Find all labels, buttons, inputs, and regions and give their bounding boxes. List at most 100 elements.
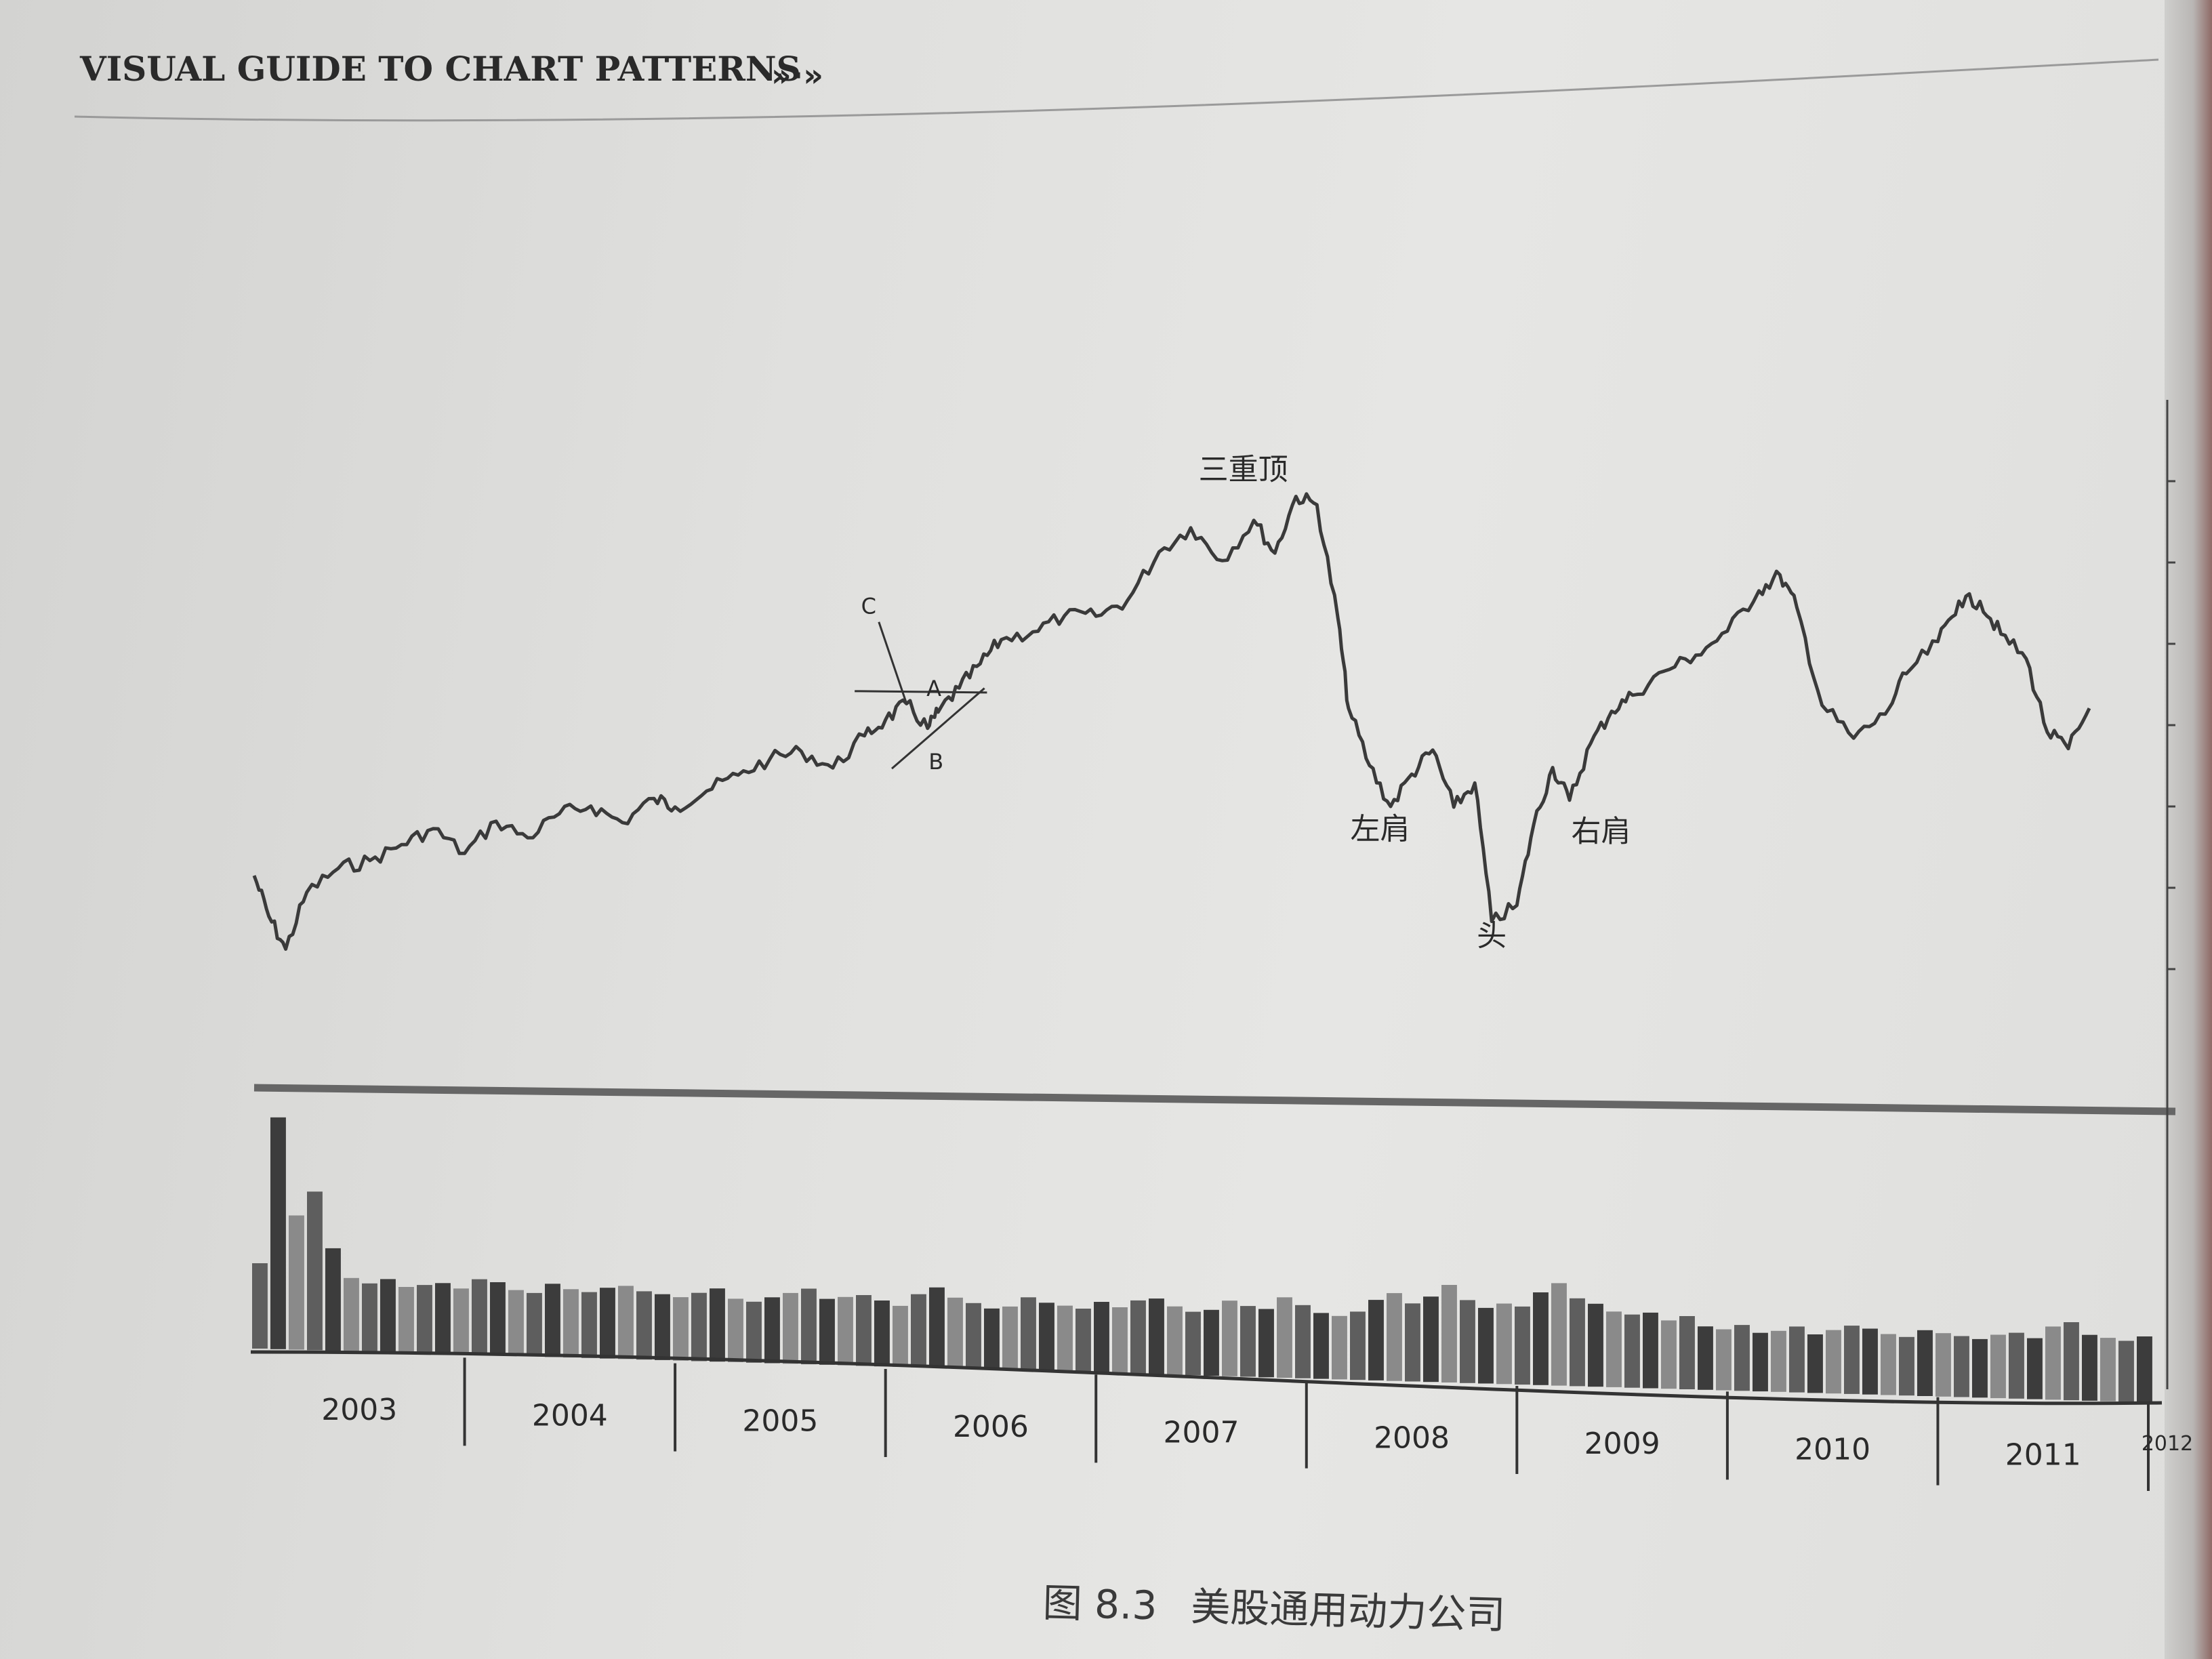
volume-bar <box>947 1297 963 1369</box>
volume-bar <box>1423 1296 1439 1382</box>
triangle-pattern-lines <box>855 621 987 770</box>
volume-bar <box>1441 1285 1457 1382</box>
volume-bar <box>856 1295 872 1366</box>
volume-bar <box>1972 1338 1988 1398</box>
volume-bar <box>417 1285 432 1353</box>
volume-bar <box>801 1288 817 1365</box>
x-tick-label-2007: 2007 <box>1164 1415 1240 1450</box>
volume-bar <box>581 1292 597 1358</box>
volume-bar <box>984 1308 1000 1370</box>
volume-bar <box>893 1305 908 1367</box>
x-tick-label-2003: 2003 <box>321 1393 397 1427</box>
volume-bar <box>1094 1302 1109 1373</box>
page-edge <box>2165 0 2212 1659</box>
annotation-label-2: 头 <box>1477 919 1507 954</box>
volume-bar <box>1624 1314 1640 1388</box>
volume-bar <box>252 1263 268 1349</box>
volume-bar <box>1844 1326 1860 1394</box>
annotation-label-3: 右肩 <box>1572 814 1631 848</box>
volume-bar <box>710 1288 725 1362</box>
volume-bar <box>453 1288 469 1355</box>
annotation-label-5: B <box>928 749 943 775</box>
volume-bar <box>1753 1332 1768 1392</box>
volume-bar <box>1039 1303 1054 1372</box>
volume-bar <box>2118 1340 2134 1402</box>
volume-bar <box>819 1298 835 1365</box>
x-tick-label-2010: 2010 <box>1795 1432 1870 1467</box>
header-rule <box>74 58 2159 122</box>
volume-bar <box>472 1279 487 1355</box>
volume-bar <box>600 1288 615 1359</box>
x-axis-line <box>250 1350 2163 1406</box>
figure-title: 美股通用动力公司 <box>1190 1583 1507 1638</box>
volume-bar <box>1130 1300 1146 1374</box>
volume-bar <box>2137 1336 2152 1403</box>
price-series-line <box>252 492 2091 951</box>
volume-bar <box>344 1277 359 1351</box>
volume-bar <box>1643 1312 1658 1389</box>
volume-bar <box>270 1117 286 1349</box>
annotation-label-1: 左肩 <box>1350 812 1410 846</box>
volume-bar <box>325 1248 341 1351</box>
volume-bar <box>1570 1298 1585 1387</box>
volume-bar <box>1917 1330 1933 1396</box>
x-tick-label-2004: 2004 <box>532 1398 608 1433</box>
figure-number: 图 8.3 <box>1042 1579 1158 1629</box>
volume-bar <box>783 1292 798 1364</box>
figure-caption: 图 8.3 美股通用动力公司 <box>1042 1571 1507 1640</box>
x-axis-ticks: 2003 2004 2005 2006 2007 2008 2009 2010 2011 2012 <box>321 1357 2193 1491</box>
volume-bar <box>1679 1316 1695 1389</box>
annotation-label-0: 三重顶 <box>1199 453 1288 487</box>
running-head-arrows-icon: »·» <box>771 57 823 94</box>
volume-bar <box>929 1287 945 1368</box>
volume-bar <box>1734 1325 1750 1391</box>
volume-bar <box>1002 1306 1018 1370</box>
volume-bar <box>435 1283 451 1354</box>
volume-bar <box>1990 1334 2006 1399</box>
volume-bar <box>636 1291 652 1360</box>
volume-bar <box>1204 1309 1219 1376</box>
panel-divider <box>253 1084 2176 1115</box>
volume-bar <box>1332 1315 1347 1380</box>
volume-bar <box>545 1284 560 1357</box>
running-head-title: VISUAL GUIDE TO CHART PATTERNS <box>80 49 801 89</box>
volume-bar <box>508 1290 524 1356</box>
volume-bar <box>1936 1333 1951 1397</box>
volume-bar <box>2009 1332 2024 1399</box>
y-axis-ticks <box>2167 480 2175 970</box>
x-tick-label-2012: 2012 <box>2142 1432 2193 1456</box>
x-tick-label-2005: 2005 <box>742 1404 818 1439</box>
volume-bar <box>2100 1338 2116 1401</box>
volume-bar <box>2045 1326 2061 1400</box>
volume-bar <box>2064 1322 2079 1401</box>
volume-bar <box>398 1287 414 1353</box>
volume-bar <box>1057 1305 1073 1372</box>
volume-bar <box>1661 1320 1677 1389</box>
volume-bar <box>746 1301 762 1363</box>
volume-bar <box>1826 1330 1841 1394</box>
x-tick-label-2008: 2008 <box>1374 1421 1450 1456</box>
volume-bar <box>1350 1311 1366 1380</box>
resistance-line-a <box>855 690 987 694</box>
volume-bar <box>966 1303 981 1369</box>
volume-bar <box>1295 1305 1311 1378</box>
volume-bar <box>728 1298 743 1362</box>
volume-bar <box>655 1294 670 1360</box>
annotation-label-4: A <box>926 676 941 701</box>
volume-bar <box>380 1279 396 1353</box>
volume-bar <box>1277 1297 1292 1378</box>
volume-bar <box>764 1297 780 1364</box>
volume-bar <box>1881 1334 1896 1395</box>
volume-bar <box>1149 1298 1164 1374</box>
trend-line-c <box>878 621 908 704</box>
volume-bar <box>1313 1313 1329 1379</box>
volume-bar <box>362 1283 377 1352</box>
volume-bar <box>1076 1309 1091 1372</box>
volume-bar <box>289 1215 304 1350</box>
support-line-b <box>891 687 985 770</box>
volume-bar <box>1496 1303 1512 1385</box>
volume-bar <box>618 1286 634 1359</box>
volume-bar <box>1789 1326 1805 1393</box>
